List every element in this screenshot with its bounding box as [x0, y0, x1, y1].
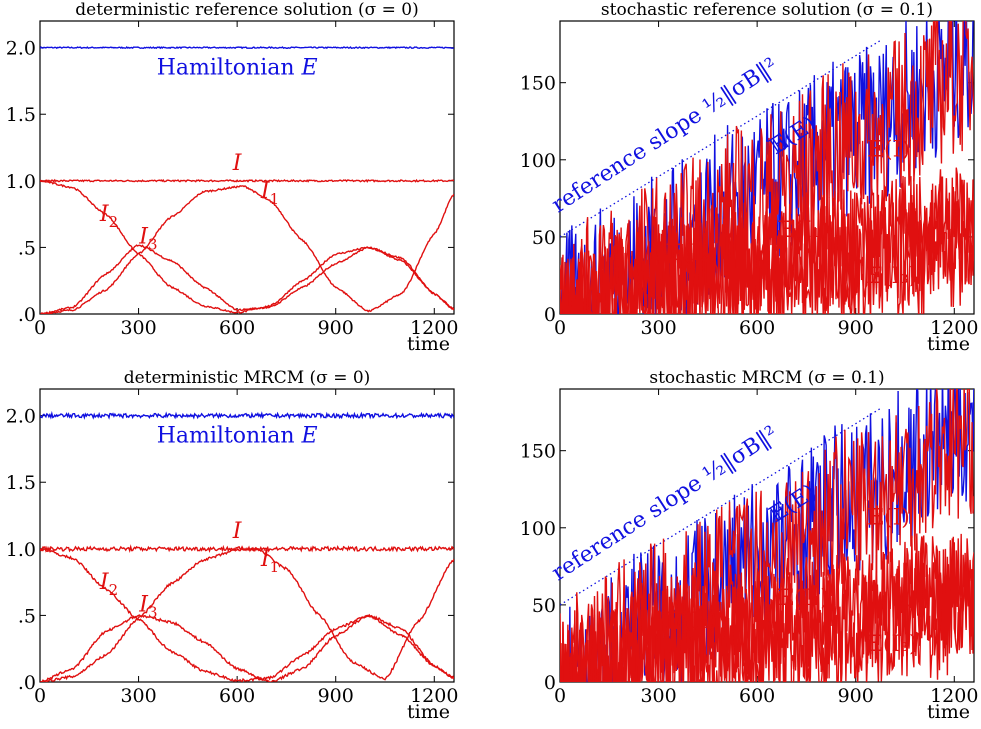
x-axis-label: time: [927, 701, 970, 723]
x-tick-label: 600: [219, 685, 255, 707]
series-line: [40, 178, 454, 183]
y-tick-label: 1.5: [6, 472, 36, 494]
x-axis-label: time: [407, 333, 450, 355]
y-tick-label: 100: [520, 150, 556, 172]
chart-tl: deterministic reference solution (σ = 0)…: [6, 0, 459, 355]
x-axis-label: time: [407, 701, 450, 723]
y-tick-label: .0: [18, 304, 36, 326]
x-tick-label: 300: [640, 317, 676, 339]
y-tick-label: 50: [532, 227, 556, 249]
x-tick-label: 1200: [410, 685, 458, 707]
chart-bl: deterministic MRCM (σ = 0) 0 300 600 900 1200…: [6, 368, 459, 723]
series-annotation: Hamiltonian E: [157, 423, 318, 448]
series-annotation: I2: [99, 202, 118, 231]
series-line: [40, 613, 454, 682]
y-tick-label: 2.0: [6, 38, 36, 60]
series-line: [40, 179, 454, 314]
series-line: [560, 196, 974, 314]
series-annotation: 𝔼(I): [867, 138, 910, 163]
plot-frame: [39, 20, 455, 315]
series-annotation: I3: [138, 592, 157, 621]
y-tick-label: .5: [18, 605, 36, 627]
y-tick-label: .0: [18, 672, 36, 694]
series-annotation: I2: [99, 570, 118, 599]
series-annotation: I3: [138, 224, 157, 253]
y-tick-label: 150: [520, 73, 556, 95]
x-tick-label: 600: [219, 317, 255, 339]
series-annotation: I: [232, 151, 243, 176]
chart-title: stochastic MRCM (σ = 0.1): [649, 368, 884, 388]
x-tick-label: 900: [838, 685, 874, 707]
x-tick-label: 0: [34, 685, 46, 707]
y-tick-label: 0: [544, 304, 556, 326]
chart-title: stochastic reference solution (σ = 0.1): [601, 0, 933, 20]
plot-frame: [39, 388, 455, 683]
x-tick-label: 600: [739, 317, 775, 339]
series-line: [560, 559, 974, 682]
series-annotation: 𝔼(I₁): [777, 218, 828, 243]
x-tick-label: 1200: [930, 317, 978, 339]
chart-title: deterministic MRCM (σ = 0): [124, 368, 371, 388]
x-tick-label: 300: [640, 685, 676, 707]
series-line: [40, 46, 454, 50]
x-tick-label: 1200: [410, 317, 458, 339]
x-tick-label: 0: [554, 685, 566, 707]
y-tick-label: .5: [18, 237, 36, 259]
x-axis-label: time: [927, 333, 970, 355]
series-annotation: I1: [260, 547, 279, 576]
y-tick-label: 100: [520, 518, 556, 540]
y-tick-label: 1.0: [6, 539, 36, 561]
x-tick-label: 600: [739, 685, 775, 707]
x-tick-label: 300: [120, 317, 156, 339]
y-tick-label: 0: [544, 672, 556, 694]
series-annotation: 𝔼(I₂): [666, 241, 717, 266]
series-annotation: 𝔼(I₁): [777, 586, 828, 611]
series-line: [40, 244, 454, 314]
series-line: [40, 547, 454, 682]
series-annotation: 𝔼(I₃): [866, 264, 917, 289]
series-annotation: I1: [260, 179, 279, 208]
x-tick-label: 1200: [930, 685, 978, 707]
x-tick-label: 900: [838, 317, 874, 339]
series-annotation: I: [232, 519, 243, 544]
y-tick-label: 2.0: [6, 406, 36, 428]
series-annotation: 𝔼(I): [867, 506, 910, 531]
series-line: [40, 410, 454, 420]
plot-frame: [559, 388, 975, 683]
chart-br: stochastic MRCM (σ = 0.1) 0 300 600 900 1200 0…: [520, 368, 979, 723]
series-annotation: Hamiltonian E: [157, 55, 318, 80]
x-tick-label: 900: [318, 317, 354, 339]
chart-title: deterministic reference solution (σ = 0): [75, 0, 418, 20]
y-tick-label: 1.5: [6, 104, 36, 126]
y-tick-label: 1.0: [6, 171, 36, 193]
y-tick-label: 50: [532, 595, 556, 617]
series-line: [40, 184, 454, 314]
series-annotation: 𝔼(I₂): [666, 609, 717, 634]
series-annotation: 𝔼(I₃): [866, 632, 917, 657]
x-tick-label: 0: [554, 317, 566, 339]
series-line: [561, 389, 974, 682]
x-tick-label: 900: [318, 685, 354, 707]
series-line: [40, 546, 454, 682]
y-tick-label: 150: [520, 441, 556, 463]
chart-tr: stochastic reference solution (σ = 0.1) 0…: [520, 0, 979, 355]
plot-frame: [559, 20, 975, 315]
series-line: [563, 173, 974, 314]
x-tick-label: 0: [34, 317, 46, 339]
series-line: [560, 21, 974, 314]
x-tick-label: 300: [120, 685, 156, 707]
